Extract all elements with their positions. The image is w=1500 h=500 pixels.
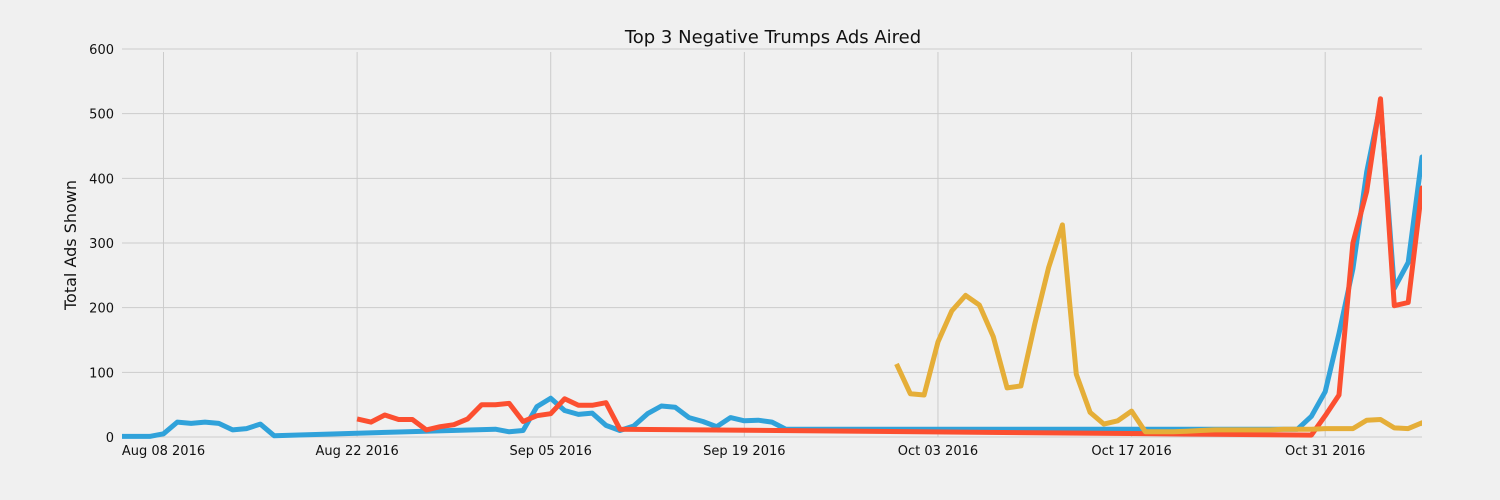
- x-tick-label: Oct 03 2016: [898, 444, 978, 459]
- x-tick-label: Oct 17 2016: [1091, 444, 1171, 459]
- series-line-2: [356, 96, 1422, 438]
- x-tick-label: Sep 19 2016: [703, 444, 785, 459]
- grid-lines: [122, 48, 1422, 438]
- chart-title: Top 3 Negative Trumps Ads Aired: [624, 27, 921, 48]
- x-tick-label: Aug 22 2016: [315, 444, 398, 459]
- x-tick-label: Oct 31 2016: [1285, 444, 1365, 459]
- y-tick-label: 400: [89, 172, 114, 187]
- series-line-1: [122, 101, 1422, 439]
- x-tick-label: Aug 08 2016: [122, 444, 205, 459]
- series-line-3: [894, 222, 1422, 435]
- y-tick-label: 0: [106, 431, 114, 446]
- tick-labels: 0 100 200 300 400 500 600 Aug 08 2016 Aug 22 201…: [89, 43, 1365, 459]
- y-tick-label: 500: [89, 108, 114, 123]
- series-lines: [122, 96, 1422, 439]
- y-tick-label: 200: [89, 302, 114, 317]
- y-tick-label: 100: [89, 366, 114, 381]
- y-tick-label: 600: [89, 43, 114, 58]
- y-axis-label: Total Ads Shown: [61, 180, 80, 311]
- x-tick-label: Sep 05 2016: [510, 444, 592, 459]
- y-tick-label: 300: [89, 237, 114, 252]
